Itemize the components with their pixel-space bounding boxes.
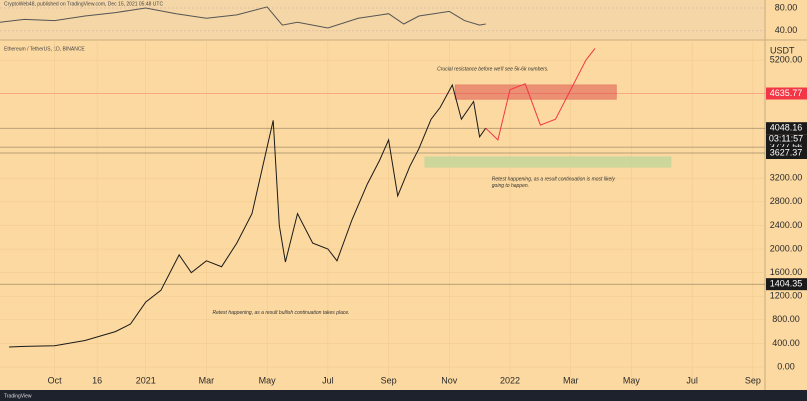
x-tick-label: Mar <box>563 375 579 385</box>
y-tick-label: 5200.00 <box>770 55 803 65</box>
countdown-box <box>766 134 807 145</box>
footer-bar <box>0 390 807 401</box>
x-tick-label: Sep <box>745 375 761 385</box>
price-label: 4635.77 <box>770 88 803 98</box>
y-tick-label: 2400.00 <box>770 220 803 230</box>
price-box <box>766 87 807 100</box>
annotation: Retest happening, as a result continuati… <box>492 177 616 183</box>
y-tick-label: 2800.00 <box>770 196 803 206</box>
y-tick-label: 1200.00 <box>770 291 803 301</box>
projection-line <box>485 48 596 141</box>
annotation: going to happen. <box>492 183 529 189</box>
rsi-tick-label: 40.00 <box>775 25 798 35</box>
annotation: Retest happening, as a result bullish co… <box>213 310 350 316</box>
x-tick-label: 2022 <box>500 375 520 385</box>
x-tick-label: Oct <box>48 375 63 385</box>
y-tick-label: 3200.00 <box>770 173 803 183</box>
x-tick-label: May <box>259 375 277 385</box>
currency: USDT <box>770 45 795 55</box>
price-box <box>766 147 807 160</box>
y-tick-label: 0.00 <box>777 361 795 371</box>
price-box <box>766 278 807 291</box>
x-tick-label: 2021 <box>136 375 156 385</box>
y-tick-label: 1600.00 <box>770 267 803 277</box>
y-tick-label: 800.00 <box>772 314 800 324</box>
zone <box>454 84 617 100</box>
price-label: 4048.16 <box>770 123 803 133</box>
rsi-tick-label: 80.00 <box>775 2 798 12</box>
x-tick-label: Mar <box>199 375 215 385</box>
price-label: 3627.37 <box>770 147 803 157</box>
x-tick-label: 16 <box>92 375 102 385</box>
x-tick-label: Nov <box>441 375 458 385</box>
y-tick-label: 2000.00 <box>770 243 803 253</box>
zone <box>424 156 672 168</box>
x-tick-label: Sep <box>381 375 397 385</box>
y-tick-label: 400.00 <box>772 338 800 348</box>
footer: TradingView <box>4 393 32 399</box>
price-box <box>766 122 807 135</box>
symbol: Ethereum / TetherUS, 1D, BINANCE <box>4 46 85 52</box>
annotation: Crucial resistance before we'll see 5k-6… <box>437 66 549 72</box>
rsi-line <box>0 6 486 29</box>
price-label: 3727.56 <box>770 141 803 151</box>
x-tick-label: May <box>623 375 641 385</box>
x-tick-label: Jul <box>686 375 698 385</box>
x-tick-label: Jul <box>322 375 334 385</box>
price-line <box>9 83 487 348</box>
countdown: 03:11:57 <box>769 134 803 144</box>
price-label: 1404.35 <box>770 279 803 289</box>
header: CryptoWeb48, published on TradingView.co… <box>4 1 163 7</box>
rsi-panel <box>0 0 765 40</box>
